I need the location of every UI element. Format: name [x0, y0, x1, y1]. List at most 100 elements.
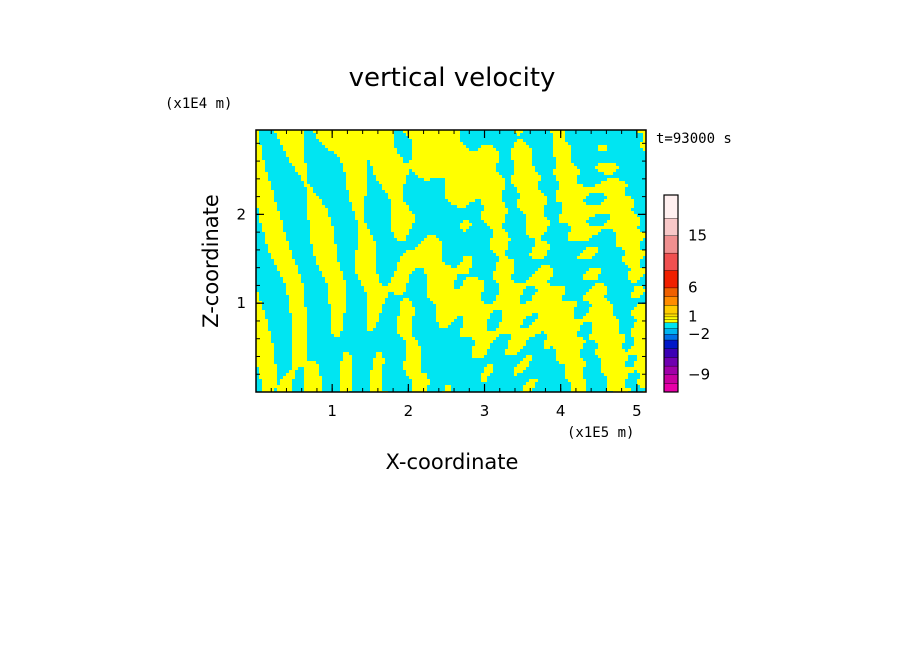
positive-velocity-cell — [616, 238, 643, 241]
positive-velocity-cell — [631, 280, 637, 283]
positive-velocity-cell — [583, 298, 607, 301]
positive-velocity-cell — [481, 217, 505, 220]
positive-velocity-cell — [544, 343, 583, 346]
positive-velocity-cell — [412, 154, 499, 157]
positive-velocity-cell — [397, 331, 412, 334]
positive-velocity-cell — [628, 271, 646, 274]
positive-velocity-cell — [631, 328, 646, 331]
positive-velocity-cell — [322, 274, 343, 277]
positive-velocity-cell — [601, 202, 634, 205]
positive-velocity-cell — [445, 190, 502, 193]
positive-velocity-cell — [286, 151, 304, 154]
positive-velocity-cell — [436, 313, 490, 316]
positive-velocity-cell — [514, 160, 532, 163]
positive-velocity-cell — [331, 331, 340, 334]
positive-velocity-cell — [607, 178, 619, 181]
positive-velocity-cell — [601, 370, 634, 373]
positive-velocity-cell — [601, 367, 646, 370]
positive-velocity-cell — [496, 328, 580, 331]
positive-velocity-cell — [565, 370, 583, 373]
positive-velocity-cell — [367, 307, 382, 310]
positive-velocity-cell — [475, 343, 490, 346]
positive-velocity-cell — [538, 268, 553, 271]
y-axis-label: Z-coordinate — [199, 194, 223, 328]
positive-velocity-cell — [259, 373, 277, 376]
positive-velocity-cell — [526, 214, 544, 217]
positive-velocity-cell — [634, 289, 646, 292]
positive-velocity-cell — [427, 274, 457, 277]
positive-velocity-cell — [397, 316, 412, 319]
positive-velocity-cell — [478, 148, 496, 151]
positive-velocity-cell — [583, 277, 598, 280]
positive-velocity-cell — [394, 235, 406, 238]
positive-velocity-cell — [415, 172, 499, 175]
positive-velocity-cell — [358, 244, 376, 247]
positive-velocity-cell — [289, 301, 304, 304]
positive-velocity-cell — [532, 256, 544, 259]
positive-velocity-cell — [397, 322, 412, 325]
positive-velocity-cell — [385, 190, 403, 193]
positive-velocity-cell — [259, 376, 277, 379]
positive-velocity-cell — [367, 301, 385, 304]
positive-velocity-cell — [310, 235, 334, 238]
positive-velocity-cell — [511, 148, 532, 151]
positive-velocity-cell — [274, 262, 295, 265]
positive-velocity-cell — [256, 184, 271, 187]
positive-velocity-cell — [292, 361, 316, 364]
positive-velocity-cell — [499, 259, 514, 262]
positive-velocity-cell — [514, 145, 529, 148]
positive-velocity-cell — [313, 247, 337, 250]
positive-velocity-cell — [499, 283, 550, 286]
positive-velocity-cell — [589, 307, 613, 310]
positive-velocity-cell — [406, 373, 427, 376]
positive-velocity-cell — [256, 343, 274, 346]
positive-velocity-cell — [310, 238, 334, 241]
positive-velocity-cell — [391, 226, 412, 229]
positive-velocity-cell — [400, 301, 412, 304]
positive-velocity-cell — [343, 166, 367, 169]
positive-velocity-cell — [568, 235, 592, 238]
positive-velocity-cell — [295, 169, 307, 172]
positive-velocity-cell — [343, 358, 352, 361]
positive-velocity-cell — [295, 166, 307, 169]
positive-velocity-cell — [256, 199, 274, 202]
positive-velocity-cell — [502, 313, 532, 316]
positive-velocity-cell — [607, 376, 628, 379]
positive-velocity-cell — [358, 220, 364, 223]
positive-velocity-cell — [346, 172, 367, 175]
positive-velocity-cell — [262, 226, 283, 229]
positive-velocity-cell — [346, 181, 367, 184]
positive-velocity-cell — [256, 307, 262, 310]
positive-velocity-cell — [331, 325, 343, 328]
positive-velocity-cell — [391, 199, 403, 202]
positive-velocity-cell — [427, 286, 454, 289]
positive-velocity-cell — [367, 295, 388, 298]
positive-velocity-cell — [514, 163, 532, 166]
positive-velocity-cell — [595, 283, 604, 286]
positive-velocity-cell — [445, 385, 451, 388]
positive-velocity-cell — [604, 223, 640, 226]
positive-velocity-cell — [259, 217, 280, 220]
positive-velocity-cell — [493, 229, 505, 232]
positive-velocity-cell — [283, 148, 304, 151]
positive-velocity-cell — [256, 340, 271, 343]
positive-velocity-cell — [493, 271, 514, 274]
positive-velocity-cell — [559, 361, 586, 364]
positive-velocity-cell — [481, 145, 493, 148]
positive-velocity-cell — [340, 379, 352, 382]
positive-velocity-cell — [256, 136, 259, 139]
positive-velocity-cell — [400, 304, 412, 307]
positive-velocity-cell — [397, 262, 445, 265]
positive-velocity-cell — [307, 196, 319, 199]
positive-velocity-cell — [340, 370, 352, 373]
positive-velocity-cell — [256, 151, 262, 154]
positive-velocity-cell — [265, 235, 286, 238]
positive-velocity-cell — [388, 283, 406, 286]
positive-velocity-cell — [556, 166, 577, 169]
positive-velocity-cell — [460, 286, 484, 289]
positive-velocity-cell — [439, 322, 451, 325]
colorbar-segment — [664, 195, 678, 219]
positive-velocity-cell — [280, 142, 304, 145]
positive-velocity-cell — [445, 178, 505, 181]
positive-velocity-cell — [289, 304, 304, 307]
